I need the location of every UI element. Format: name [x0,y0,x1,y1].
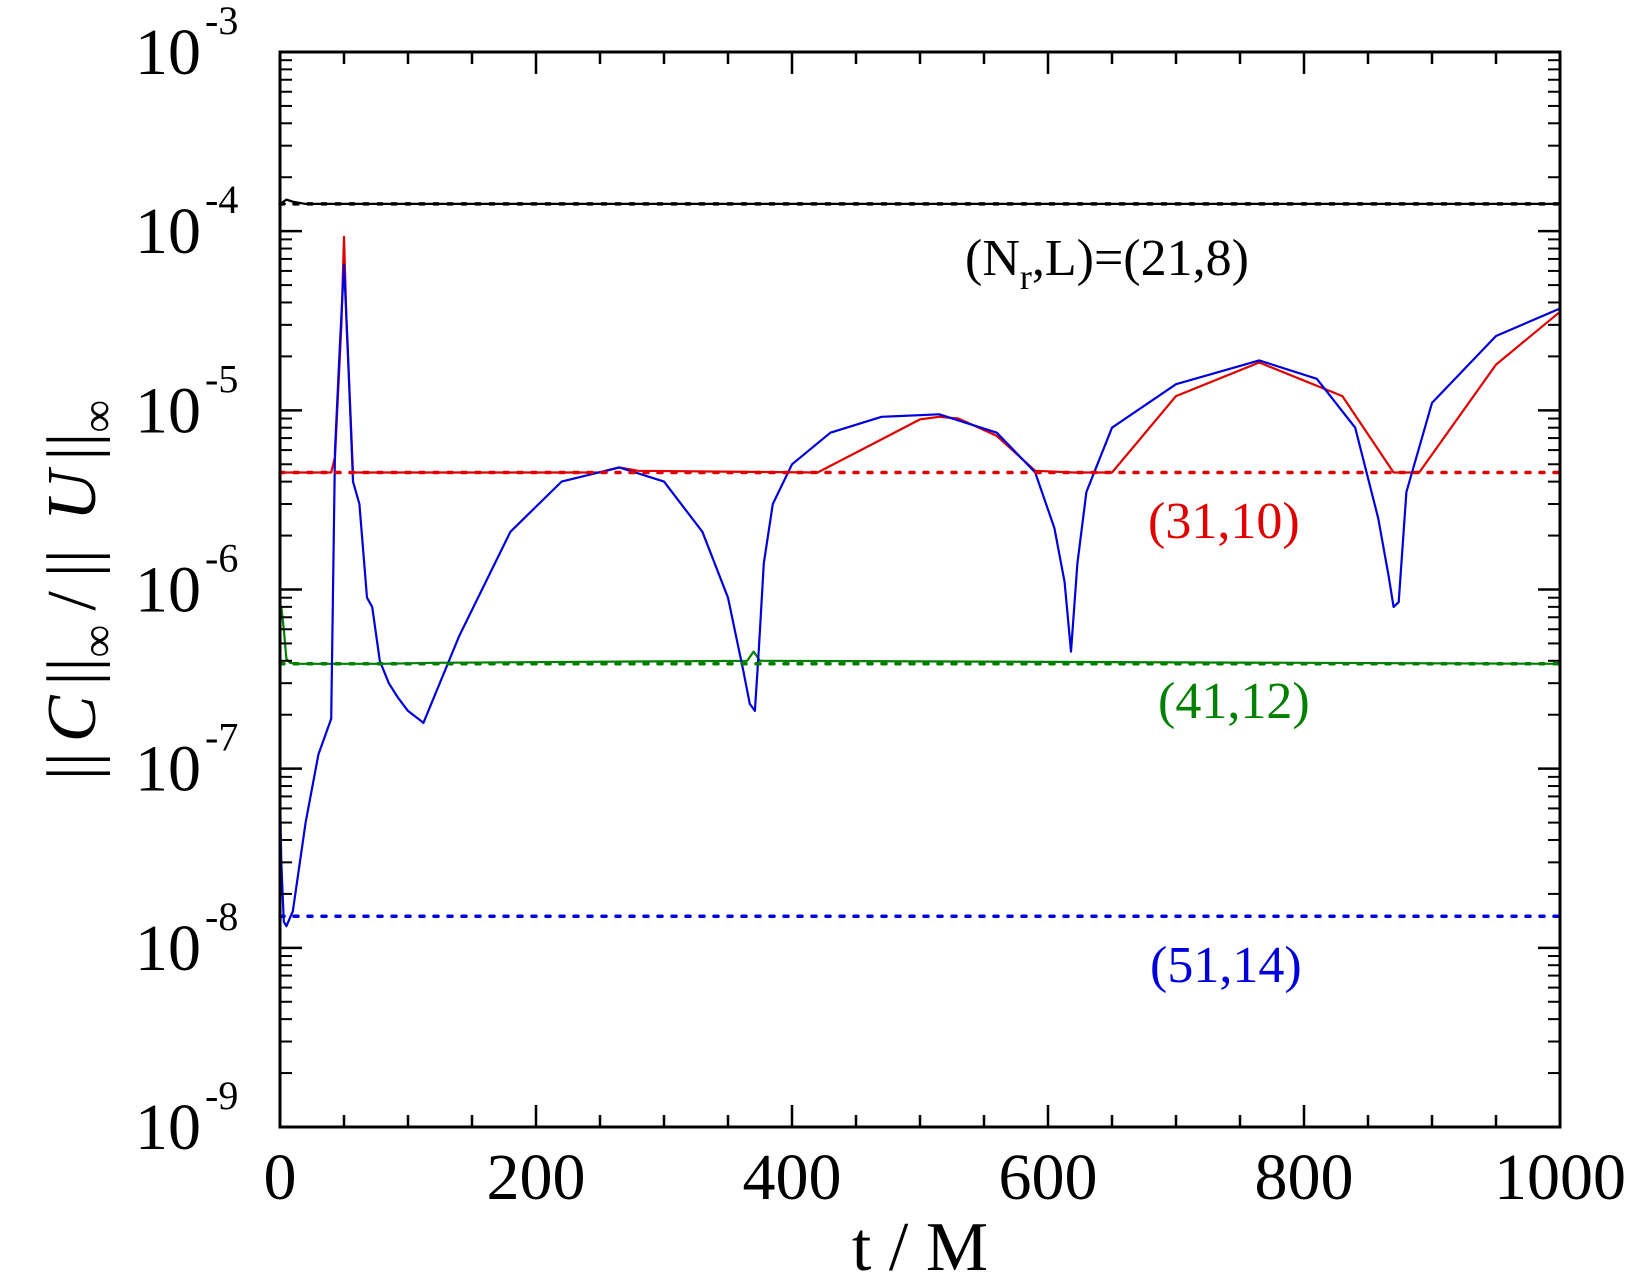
annotation-31-10: (31,10) [1148,493,1300,550]
x-axis-label: t / M [852,1209,988,1275]
y-tick-label: 10 -7 [135,715,238,806]
annotation-51-14: (51,14) [1150,937,1302,994]
y-label-open: || [34,752,111,780]
ticks-layer [278,50,1562,1129]
y-label-slash: / [34,591,111,611]
annotation-21-8-sub: r [1020,257,1032,297]
y-label-inf-1: ∞ [72,625,123,658]
y-label-open2: || [34,549,111,577]
annotation-21-8: (Nr,L)=(21,8) [965,230,1249,297]
x-tick-label: 1000 [1494,1141,1626,1214]
series-layer [278,198,1562,928]
labels-layer: 0 200 400 600 800 1000 10-9 10-8 10-7 10-6 10 -5 10-… [135,0,1626,1214]
y-tick-label: 10 -3 [135,0,238,89]
y-tick-label: 10 -9 [135,1073,238,1164]
x-tick-label: 600 [999,1141,1098,1214]
x-tick-label: 800 [1255,1141,1354,1214]
series-line-2 [280,605,1561,665]
y-label-c: C [34,694,111,742]
y-label-mid: || [34,657,111,685]
series-line-1 [280,235,1561,474]
series-line-3 [278,263,1561,928]
x-tick-label: 400 [743,1141,842,1214]
annotation-41-12: (41,12) [1158,673,1310,730]
x-tick-label: 200 [487,1141,586,1214]
y-label-close: || [34,433,111,461]
plot-frame [278,50,1562,1129]
y-axis-label: ||C||∞/||U||∞ [34,400,123,780]
y-tick-label: 10 -4 [135,177,238,268]
annotation-21-8-b: ,L)=(21,8) [1032,230,1249,287]
y-label-u: U [34,466,111,521]
y-label-inf-2: ∞ [72,400,123,433]
svg-text:||C||∞/||U||∞: ||C||∞/||U||∞ [34,400,123,780]
series-line-0 [279,198,1560,205]
annotation-21-8-a: (N [965,230,1020,287]
y-tick-label: 10 -6 [135,536,238,627]
x-tick-label: 0 [264,1141,297,1214]
y-tick-label: 10 -8 [135,894,238,985]
y-tick-label: 10 -5 [135,356,238,447]
